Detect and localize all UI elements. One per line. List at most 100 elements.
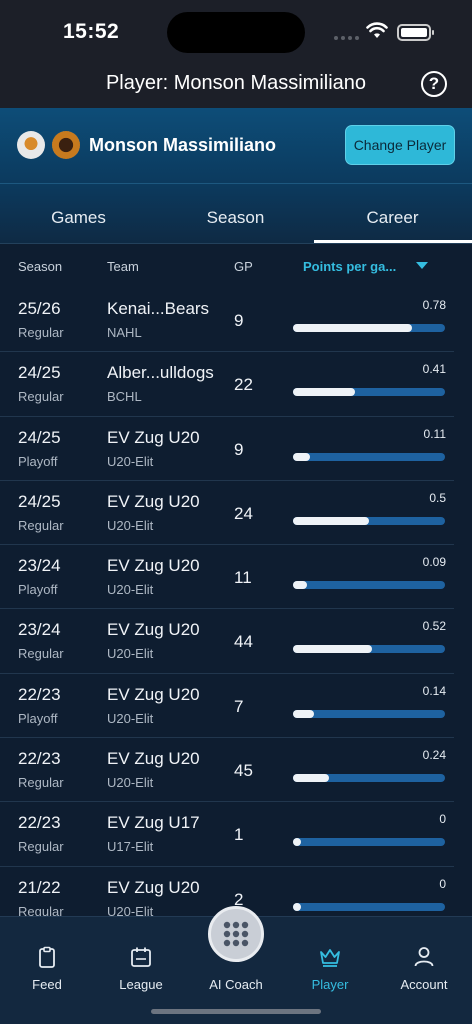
row-season-type: Regular — [18, 775, 64, 791]
row-team: EV Zug U20 — [107, 749, 200, 769]
column-header-points-per-game[interactable]: Points per ga... — [303, 259, 397, 274]
row-team: EV Zug U20 — [107, 877, 200, 897]
column-header-team[interactable]: Team — [107, 259, 139, 274]
row-points-per-game: 0.09 — [422, 555, 446, 570]
row-points-per-game: 0.24 — [422, 748, 446, 763]
row-season: 24/25 — [18, 363, 61, 383]
row-team: EV Zug U20 — [107, 684, 200, 704]
row-games-played: 24 — [234, 503, 253, 523]
ai-coach-button[interactable] — [208, 906, 264, 962]
ppg-bar-track — [293, 838, 445, 847]
ppg-bar-fill — [293, 838, 301, 847]
ppg-bar-track — [293, 452, 445, 461]
player-name: Monson Massimiliano — [89, 135, 277, 155]
row-season: 22/23 — [18, 813, 61, 833]
row-games-played: 9 — [234, 311, 244, 330]
row-league: U17-Elit — [107, 839, 154, 855]
career-stats-list[interactable]: 25/26 Regular Kenai...Bears NAHL 9 0.78 24/25 R… — [0, 288, 472, 916]
tabbar-label-account: Account — [400, 977, 448, 992]
ppg-bar-fill — [293, 388, 356, 397]
row-team: EV Zug U20 — [107, 620, 200, 640]
row-games-played: 1 — [234, 825, 244, 845]
table-row[interactable]: 25/26 Regular Kenai...Bears NAHL 9 0.78 — [0, 288, 454, 353]
row-league: NAHL — [107, 325, 142, 340]
row-season-type: Regular — [18, 646, 64, 662]
ppg-bar-track — [293, 645, 445, 654]
table-row[interactable]: 23/24 Playoff EV Zug U20 U20-Elit 11 0.09 — [0, 545, 454, 610]
row-season: 24/25 — [18, 427, 61, 447]
league-logo-icon — [52, 131, 80, 159]
ppg-bar-track — [293, 709, 445, 718]
row-games-played: 22 — [234, 375, 253, 395]
player-header: Monson Massimiliano Change Player — [0, 108, 472, 184]
row-season: 25/26 — [18, 299, 61, 318]
tabbar-label-ai-coach: AI Coach — [209, 977, 263, 992]
ppg-bar-fill — [293, 581, 307, 590]
table-row[interactable]: 22/23 Regular EV Zug U20 U20-Elit 45 0.24 — [0, 738, 454, 803]
row-league: U20-Elit — [107, 710, 154, 726]
active-tab-indicator — [314, 240, 472, 243]
row-points-per-game: 0.52 — [422, 619, 446, 634]
column-header-gp[interactable]: GP — [234, 259, 253, 274]
row-points-per-game: 0.78 — [422, 298, 446, 312]
row-season: 22/23 — [18, 749, 61, 769]
table-row[interactable]: 22/23 Playoff EV Zug U20 U20-Elit 7 0.14 — [0, 674, 454, 739]
ppg-bar-track — [293, 774, 445, 783]
home-indicator — [151, 1009, 321, 1014]
row-season: 21/22 — [18, 877, 61, 897]
ppg-bar-fill — [293, 516, 369, 525]
sort-dropdown-icon[interactable] — [416, 262, 428, 269]
ppg-bar-fill — [293, 902, 301, 911]
clipboard-icon — [39, 946, 55, 968]
ppg-bar-track — [293, 516, 445, 525]
crown-icon — [320, 949, 340, 967]
table-row[interactable]: 21/22 Regular EV Zug U20 U20-Elit 2 0 — [0, 867, 454, 916]
table-row[interactable]: 24/25 Playoff EV Zug U20 U20-Elit 9 0.11 — [0, 417, 454, 481]
row-season-type: Regular — [18, 517, 64, 533]
ppg-bar-fill — [293, 709, 315, 718]
row-team: Alber...ulldogs — [107, 363, 214, 383]
status-time: 15:52 — [63, 20, 120, 43]
row-games-played: 45 — [234, 761, 253, 781]
row-team: EV Zug U20 — [107, 427, 200, 447]
battery-icon — [397, 24, 434, 41]
row-team: EV Zug U20 — [107, 556, 200, 576]
row-season: 23/24 — [18, 620, 61, 640]
table-row[interactable]: 23/24 Regular EV Zug U20 U20-Elit 44 0.52 — [0, 609, 454, 674]
change-player-button[interactable]: Change Player — [345, 125, 455, 165]
table-row[interactable]: 24/25 Regular Alber...ulldogs BCHL 22 0.41 — [0, 352, 454, 417]
ppg-bar-track — [293, 324, 445, 332]
tabbar-label-league: League — [119, 977, 163, 992]
help-button[interactable]: ? — [421, 71, 447, 97]
row-league: U20-Elit — [107, 517, 154, 533]
status-bar: 15:52 — [0, 0, 472, 60]
calendar-icon — [131, 947, 151, 967]
row-points-per-game: 0.41 — [422, 362, 446, 377]
tabbar-label-feed: Feed — [32, 977, 62, 992]
grid-dots-icon — [223, 921, 249, 947]
ppg-bar-fill — [293, 452, 310, 461]
ppg-bar-track — [293, 581, 445, 590]
row-league: U20-Elit — [107, 582, 154, 598]
tab-season[interactable]: Season — [206, 208, 265, 227]
row-games-played: 9 — [234, 439, 244, 459]
row-season-type: Regular — [18, 389, 64, 405]
ppg-bar-fill — [293, 774, 330, 783]
tab-career[interactable]: Career — [366, 208, 419, 227]
ppg-bar-track — [293, 902, 445, 911]
stats-tabs: Games Season Career — [0, 184, 472, 244]
table-row[interactable]: 22/23 Regular EV Zug U17 U17-Elit 1 0 — [0, 802, 454, 867]
column-header-season[interactable]: Season — [18, 259, 63, 274]
table-row[interactable]: 24/25 Regular EV Zug U20 U20-Elit 24 0.5 — [0, 481, 454, 546]
row-season-type: Playoff — [18, 453, 58, 469]
cellular-signal-icon — [334, 36, 359, 40]
ppg-bar-fill — [293, 645, 373, 654]
tab-games[interactable]: Games — [51, 208, 106, 227]
row-season-type: Regular — [18, 839, 64, 855]
row-points-per-game: 0.5 — [429, 490, 446, 505]
dynamic-island — [167, 12, 305, 53]
row-points-per-game: 0.14 — [422, 683, 446, 698]
person-icon — [414, 947, 434, 967]
row-games-played: 2 — [234, 889, 244, 909]
table-header: Season Team GP Points per ga... — [0, 244, 472, 288]
